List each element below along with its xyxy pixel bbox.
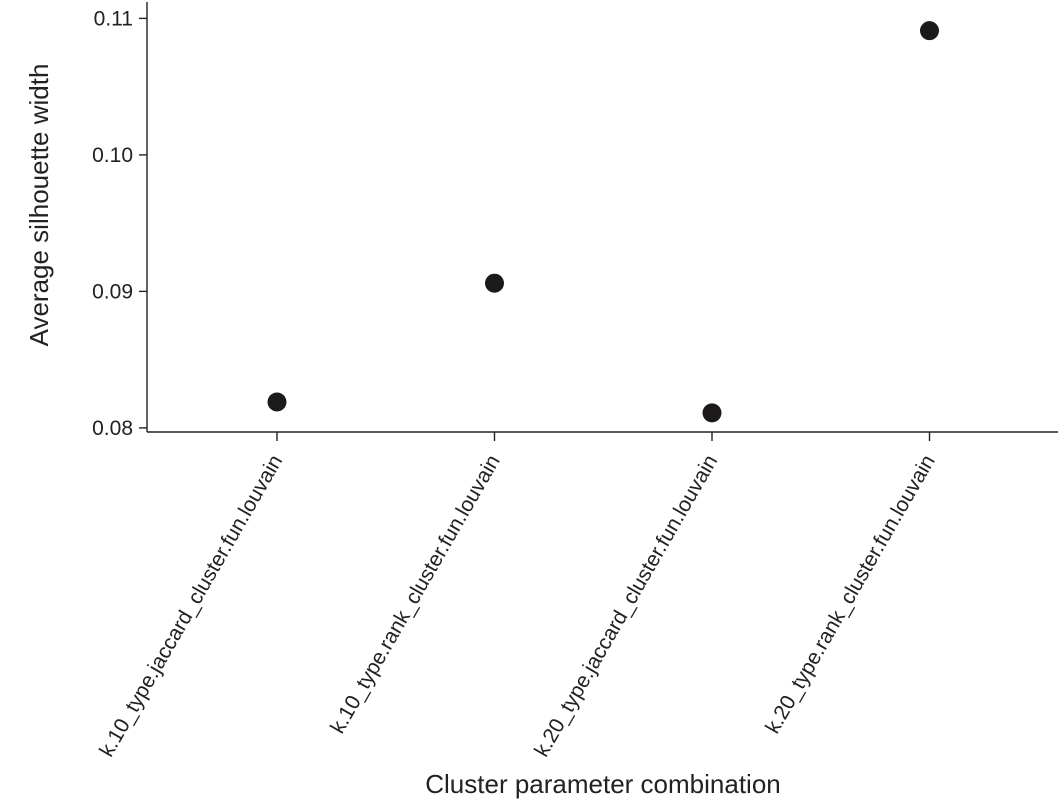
x-tick-label: k.20_type.rank_cluster.fun.louvain <box>761 451 940 738</box>
data-point <box>920 21 939 41</box>
data-point <box>702 403 722 423</box>
data-points <box>267 21 939 423</box>
x-ticks: k.10_type.jaccard_cluster.fun.louvain k.1… <box>95 432 940 761</box>
y-tick-label: 0.10 <box>92 144 133 167</box>
y-axis-title: Average silhouette width <box>24 64 54 347</box>
y-tick-label: 0.11 <box>94 7 133 30</box>
y-tick-label: 0.08 <box>92 417 133 440</box>
axes <box>146 2 1058 433</box>
x-axis-title: Cluster parameter combination <box>425 769 781 799</box>
data-point <box>267 392 287 412</box>
y-ticks: 0.08 0.09 0.10 0.11 <box>92 7 147 440</box>
data-point <box>485 273 504 293</box>
y-tick-label: 0.09 <box>92 280 133 303</box>
x-tick-label: k.10_type.rank_cluster.fun.louvain <box>326 451 505 738</box>
x-tick-label: k.10_type.jaccard_cluster.fun.louvain <box>95 451 287 761</box>
x-tick-label: k.20_type.jaccard_cluster.fun.louvain <box>530 451 722 761</box>
